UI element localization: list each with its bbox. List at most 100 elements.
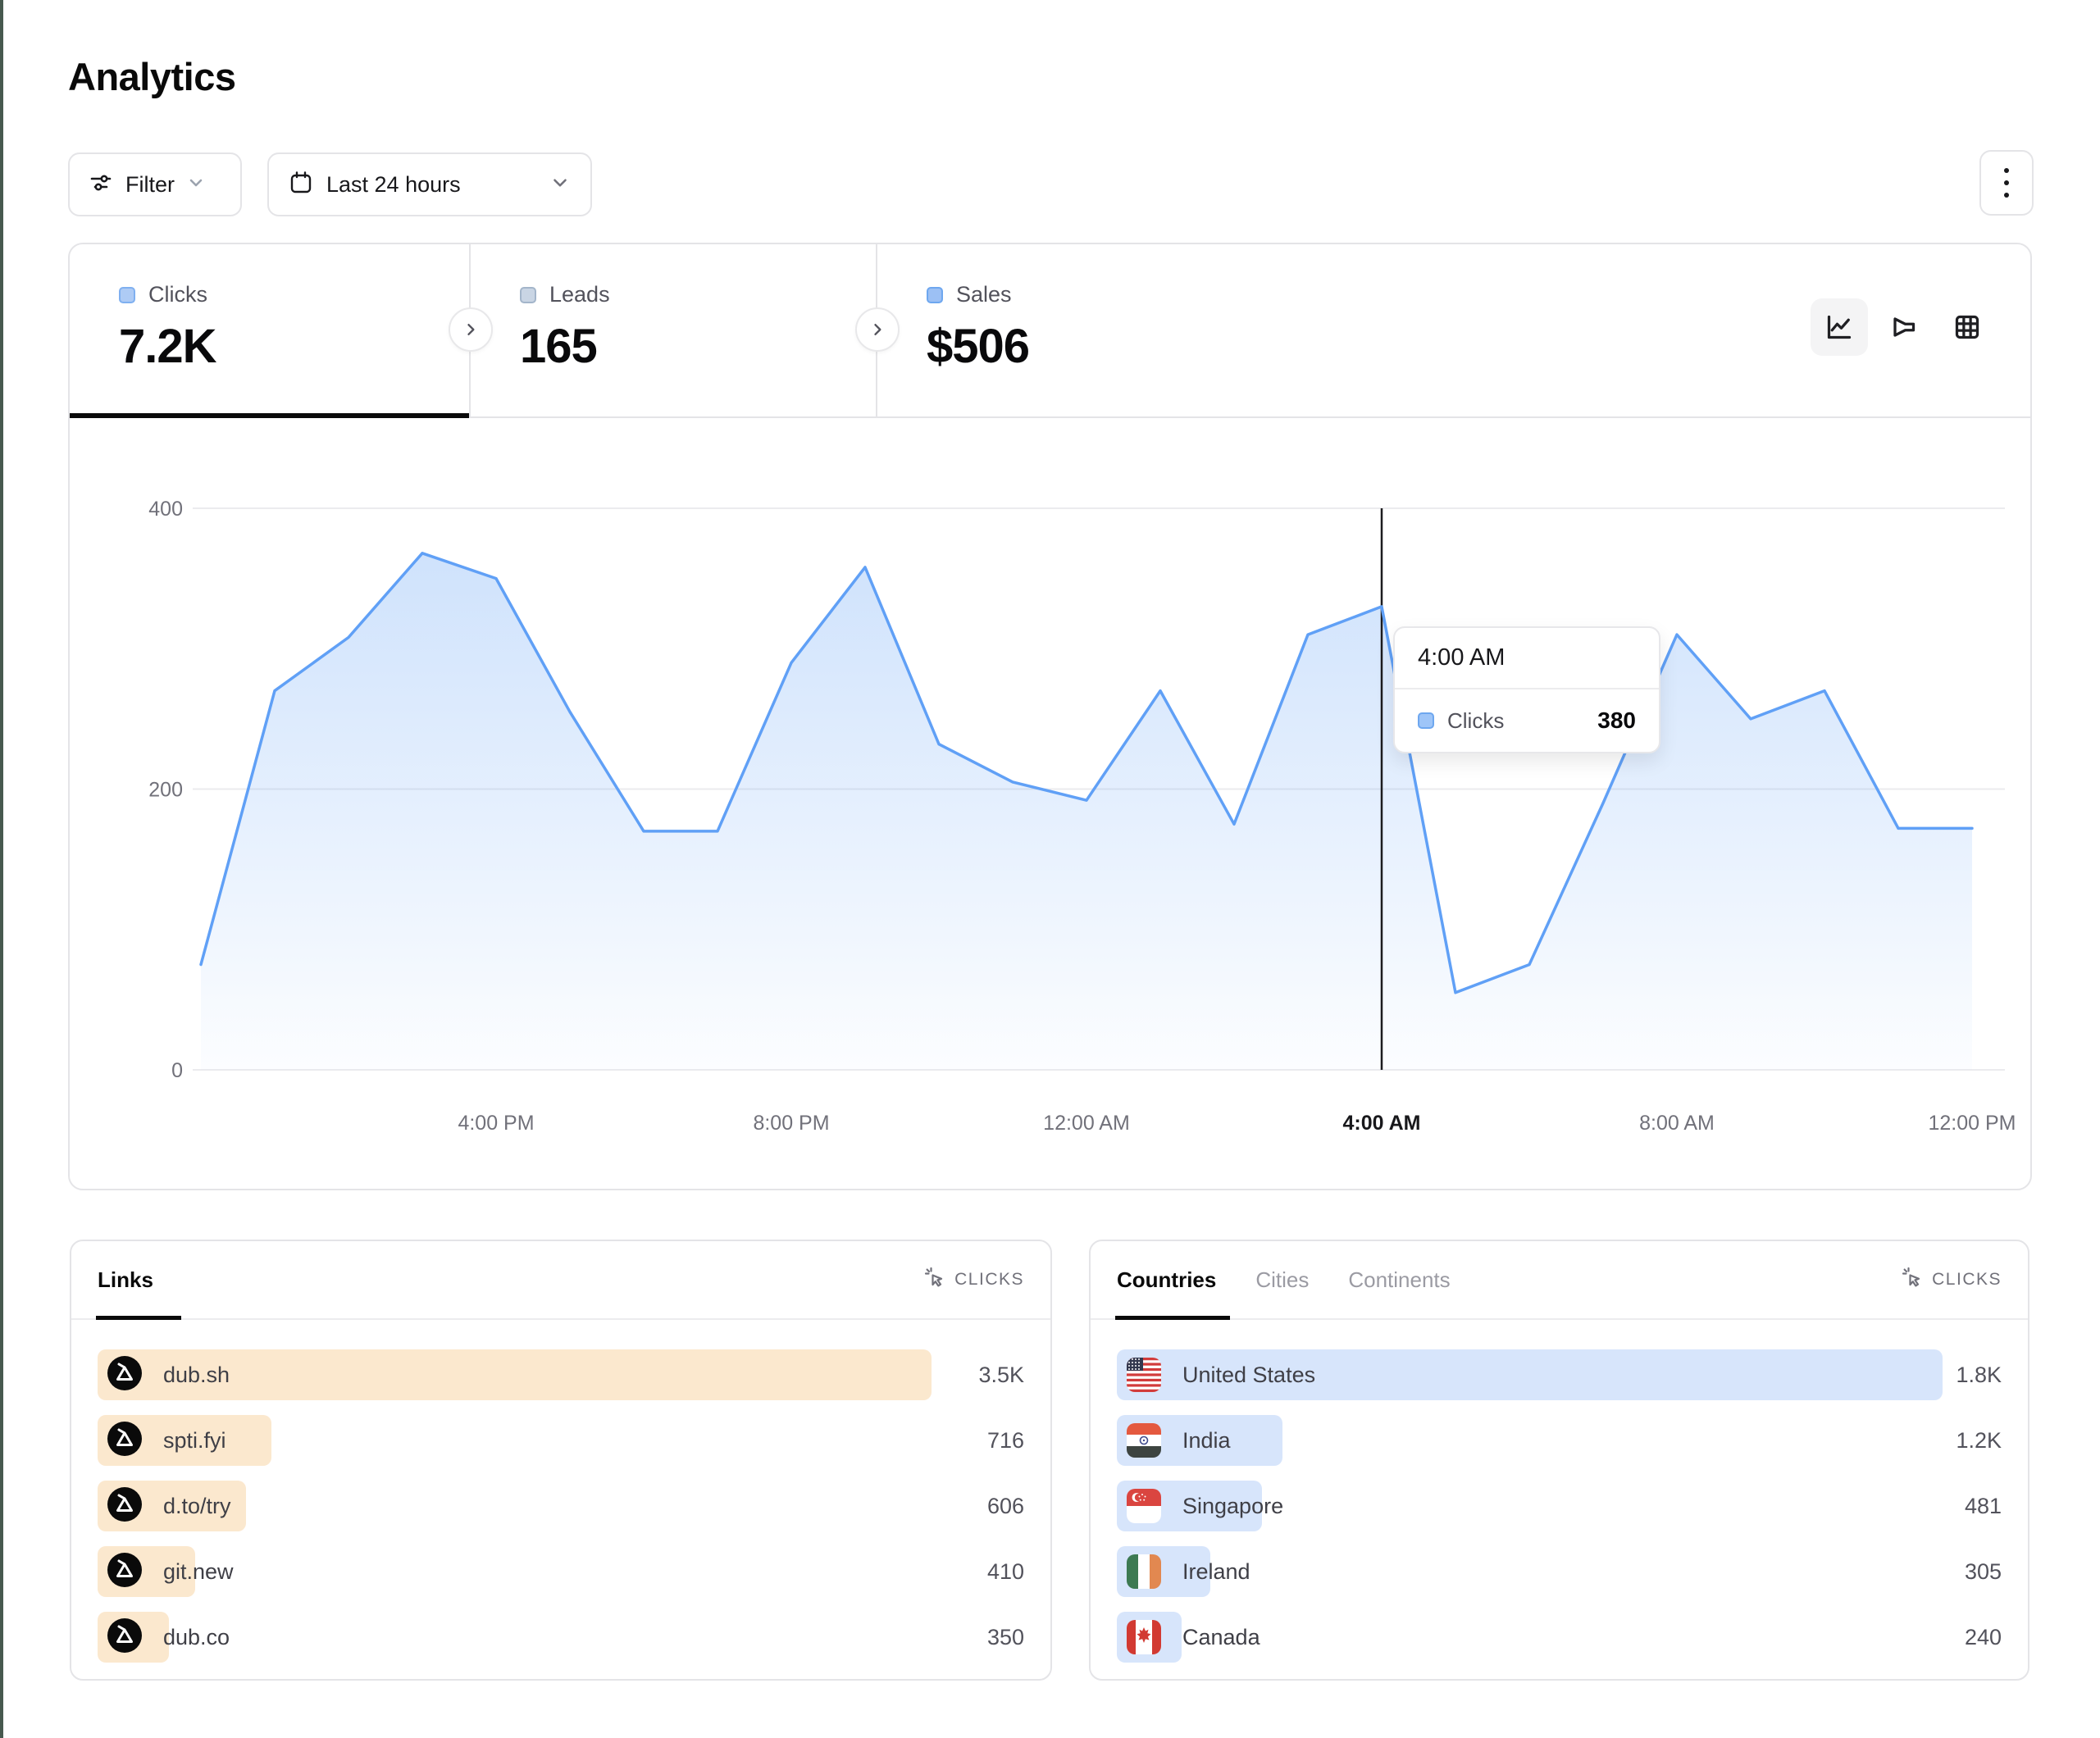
cursor-click-icon bbox=[1901, 1266, 1924, 1294]
clicks-label: Clicks bbox=[148, 282, 207, 307]
chart-view-toggle bbox=[1811, 298, 1996, 356]
country-clicks-value: 1.8K bbox=[1956, 1362, 2002, 1387]
link-row-dub.sh[interactable]: dub.sh 3.5K bbox=[98, 1349, 1024, 1400]
clicks-legend-square bbox=[119, 286, 135, 303]
clicks-timeseries-chart[interactable]: 0 200 400 4:00 PM 8:00 PM 12:00 AM 4:00 AM 8:00… bbox=[70, 418, 2030, 1189]
countries-metric-header[interactable]: CLICKS bbox=[1901, 1266, 2002, 1294]
countries-list: United States 1.8K India 1.2K Singapore 481 Ir… bbox=[1091, 1320, 2028, 1682]
tab-links[interactable]: Links bbox=[98, 1267, 153, 1292]
leads-label: Leads bbox=[549, 282, 610, 307]
link-label: d.to/try bbox=[163, 1493, 231, 1518]
country-row-Singapore[interactable]: Singapore 481 bbox=[1117, 1481, 2002, 1531]
y-axis-tick-200: 200 bbox=[148, 779, 183, 802]
links-list: dub.sh 3.5K spti.fyi 716 d.to/try 606 git.new 4… bbox=[71, 1320, 1050, 1682]
tooltip-time: 4:00 AM bbox=[1395, 628, 1659, 689]
dub-logo-icon bbox=[107, 1486, 142, 1526]
country-row-United States[interactable]: United States 1.8K bbox=[1117, 1349, 2002, 1400]
x-axis-tick-1: 8:00 PM bbox=[753, 1112, 829, 1135]
country-row-Ireland[interactable]: Ireland 305 bbox=[1117, 1546, 2002, 1597]
link-row-spti.fyi[interactable]: spti.fyi 716 bbox=[98, 1415, 1024, 1466]
tooltip-value: 380 bbox=[1597, 707, 1636, 733]
filter-button-label: Filter bbox=[125, 171, 175, 197]
links-panel-header: Links CLICKS bbox=[71, 1241, 1050, 1320]
tooltip-legend-square bbox=[1418, 712, 1434, 729]
tab-continents[interactable]: Continents bbox=[1348, 1267, 1451, 1292]
sales-label: Sales bbox=[956, 282, 1012, 307]
chevron-down-icon bbox=[549, 172, 571, 198]
link-clicks-value: 3.5K bbox=[978, 1362, 1024, 1387]
cursor-click-icon bbox=[923, 1266, 946, 1294]
tab-cities[interactable]: Cities bbox=[1255, 1267, 1310, 1292]
link-row-d.to/try[interactable]: d.to/try 606 bbox=[98, 1481, 1024, 1531]
date-range-button[interactable]: Last 24 hours bbox=[267, 152, 592, 216]
chevron-down-icon bbox=[186, 173, 206, 197]
tab-countries[interactable]: Countries bbox=[1117, 1267, 1217, 1292]
sales-value: $506 bbox=[927, 320, 1030, 373]
country-clicks-value: 305 bbox=[1964, 1558, 2002, 1584]
x-axis-tick-4: 8:00 AM bbox=[1639, 1112, 1715, 1135]
link-bar bbox=[98, 1349, 932, 1400]
ie-flag-icon bbox=[1127, 1554, 1161, 1589]
country-row-India[interactable]: India 1.2K bbox=[1117, 1415, 2002, 1466]
link-clicks-value: 350 bbox=[986, 1624, 1024, 1649]
country-label: Canada bbox=[1182, 1624, 1260, 1649]
table-view-button[interactable] bbox=[1938, 298, 1996, 356]
links-active-tab-underline bbox=[96, 1316, 181, 1320]
country-label: United States bbox=[1182, 1362, 1316, 1387]
line-chart-view-button[interactable] bbox=[1811, 298, 1868, 356]
tooltip-series-label: Clicks bbox=[1447, 707, 1505, 733]
country-bar bbox=[1117, 1349, 1943, 1400]
link-label: dub.co bbox=[163, 1624, 230, 1649]
area-chart-svg: 0 200 400 4:00 PM 8:00 PM 12:00 AM 4:00 AM 8:00… bbox=[148, 498, 2016, 1135]
tab-sales[interactable]: Sales $506 bbox=[877, 244, 2030, 416]
y-axis-tick-400: 400 bbox=[148, 498, 183, 521]
y-axis-tick-0: 0 bbox=[171, 1059, 183, 1082]
country-row-Canada[interactable]: Canada 240 bbox=[1117, 1612, 2002, 1663]
dub-logo-icon bbox=[107, 1421, 142, 1460]
country-clicks-value: 240 bbox=[1964, 1624, 2002, 1649]
more-options-button[interactable] bbox=[1979, 150, 2034, 216]
link-row-git.new[interactable]: git.new 410 bbox=[98, 1546, 1024, 1597]
sales-legend-square bbox=[927, 286, 943, 303]
links-metric-header[interactable]: CLICKS bbox=[923, 1266, 1024, 1294]
date-range-label: Last 24 hours bbox=[326, 171, 461, 197]
chart-tooltip: 4:00 AM Clicks 380 bbox=[1393, 626, 1660, 753]
in-flag-icon bbox=[1127, 1423, 1161, 1458]
sg-flag-icon bbox=[1127, 1489, 1161, 1523]
next-tab-chevron-button[interactable] bbox=[449, 307, 493, 352]
x-axis-tick-5: 12:00 PM bbox=[1928, 1112, 2016, 1135]
page-title: Analytics bbox=[68, 55, 236, 98]
link-clicks-value: 606 bbox=[986, 1493, 1024, 1518]
link-clicks-value: 716 bbox=[986, 1427, 1024, 1453]
leads-value: 165 bbox=[520, 320, 598, 373]
funnel-chart-view-button[interactable] bbox=[1875, 298, 1932, 356]
x-axis-tick-2: 12:00 AM bbox=[1043, 1112, 1130, 1135]
tab-leads[interactable]: Leads 165 bbox=[471, 244, 877, 416]
countries-panel: Countries Cities Continents CLICKS Unite… bbox=[1089, 1240, 2029, 1681]
link-row-dub.co[interactable]: dub.co 350 bbox=[98, 1612, 1024, 1663]
country-label: Ireland bbox=[1182, 1558, 1250, 1584]
countries-active-tab-underline bbox=[1115, 1316, 1230, 1320]
dub-logo-icon bbox=[107, 1617, 142, 1657]
link-clicks-value: 410 bbox=[986, 1558, 1024, 1584]
window-edge-strip bbox=[0, 0, 3, 1738]
kebab-menu-icon bbox=[2004, 168, 2009, 198]
filter-button[interactable]: Filter bbox=[68, 152, 242, 216]
analytics-chart-card: Clicks 7.2K Leads 165 Sales $506 bbox=[68, 243, 2032, 1190]
links-panel: Links CLICKS dub.sh 3.5K spti.fyi 716 d.to/t… bbox=[70, 1240, 1052, 1681]
x-axis-tick-3: 4:00 AM bbox=[1343, 1112, 1421, 1135]
tab-clicks[interactable]: Clicks 7.2K bbox=[70, 244, 471, 418]
ca-flag-icon bbox=[1127, 1620, 1161, 1654]
next-tab-chevron-button[interactable] bbox=[855, 307, 900, 352]
countries-metric-label: CLICKS bbox=[1932, 1270, 2002, 1289]
stats-tabs-row: Clicks 7.2K Leads 165 Sales $506 bbox=[70, 244, 2030, 418]
leads-legend-square bbox=[520, 286, 536, 303]
link-label: git.new bbox=[163, 1558, 234, 1584]
dub-logo-icon bbox=[107, 1552, 142, 1591]
country-label: India bbox=[1182, 1427, 1231, 1453]
calendar-icon bbox=[289, 171, 313, 199]
country-clicks-value: 1.2K bbox=[1956, 1427, 2002, 1453]
filter-icon bbox=[88, 170, 114, 200]
countries-panel-header: Countries Cities Continents CLICKS bbox=[1091, 1241, 2028, 1320]
